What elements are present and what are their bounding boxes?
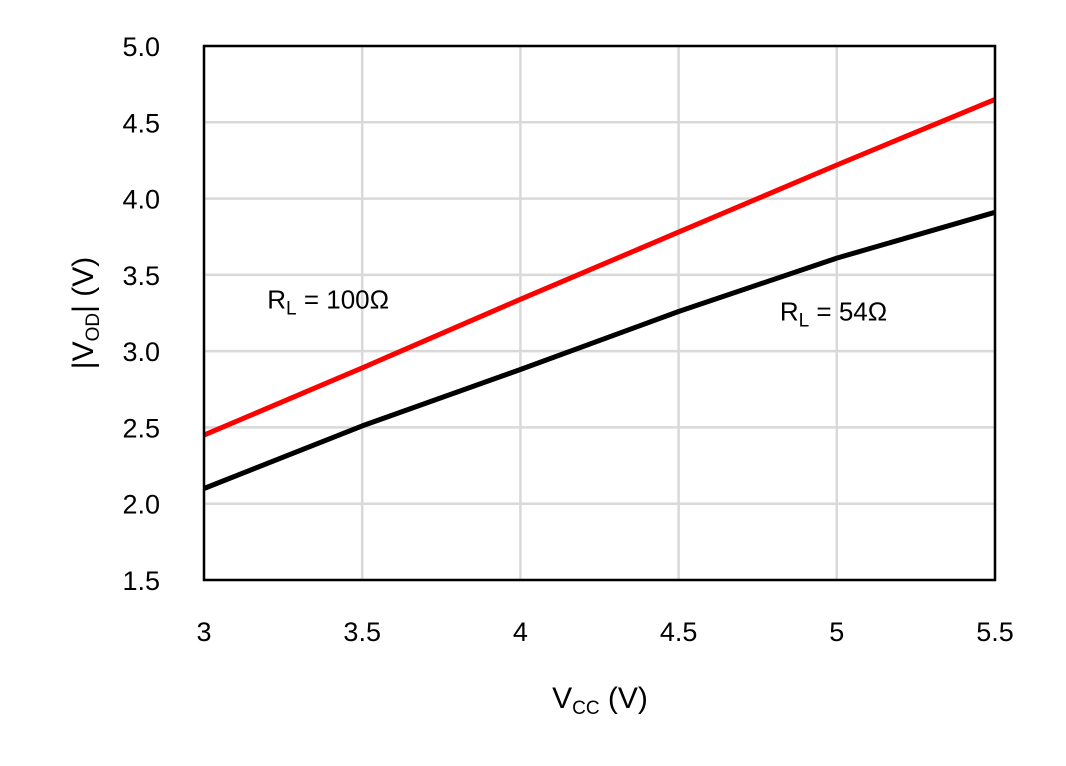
x-axis-label-unit: (V): [600, 682, 648, 715]
y-axis-label: |VOD| (V): [67, 257, 104, 369]
plot-frame: [202, 44, 997, 582]
y-tick-label: 5.0: [122, 32, 160, 62]
y-tick-label: 3.0: [122, 337, 160, 367]
y-axis-label-post: | (V): [67, 257, 100, 313]
annotation-rest: = 54Ω: [809, 297, 887, 327]
series-lines: [203, 97, 996, 491]
y-tick-label: 2.0: [122, 490, 160, 520]
annotation-sub: L: [286, 298, 297, 319]
y-tick-label: 4.0: [122, 185, 160, 215]
x-axis-label: VCC (V): [552, 682, 648, 719]
y-tick-label: 3.5: [122, 261, 160, 291]
x-tick-label: 5: [829, 617, 844, 647]
annotations: RL = 100Ω RL = 54Ω: [267, 284, 887, 331]
series-line-rl-54: [203, 209, 996, 491]
y-axis-label-pre: |V: [67, 341, 100, 369]
x-tick-label: 4.5: [660, 617, 698, 647]
y-tick-labels: 1.5 2.0 2.5 3.0 3.5 4.0 4.5 5.0: [122, 32, 160, 596]
x-tick-label: 5.5: [976, 617, 1014, 647]
annotation-main: R: [267, 284, 286, 314]
annotation-rl-54: RL = 54Ω: [780, 297, 887, 332]
annotation-rest: = 100Ω: [297, 284, 389, 314]
y-axis-label-sub: OD: [83, 313, 104, 342]
y-tick-label: 2.5: [122, 413, 160, 443]
y-tick-label: 4.5: [122, 108, 160, 138]
x-tick-label: 3.5: [343, 617, 381, 647]
annotation-main: R: [780, 297, 799, 327]
annotation-rl-100: RL = 100Ω: [267, 284, 389, 319]
series-line-rl-100: [203, 97, 996, 438]
x-tick-label: 3: [196, 617, 211, 647]
x-axis-label-sub: CC: [572, 698, 599, 719]
x-tick-label: 4: [513, 617, 528, 647]
annotation-sub: L: [799, 311, 810, 332]
x-axis-label-main: V: [552, 682, 572, 715]
x-tick-labels: 3 3.5 4 4.5 5 5.5: [196, 617, 1013, 647]
y-tick-label: 1.5: [122, 566, 160, 596]
